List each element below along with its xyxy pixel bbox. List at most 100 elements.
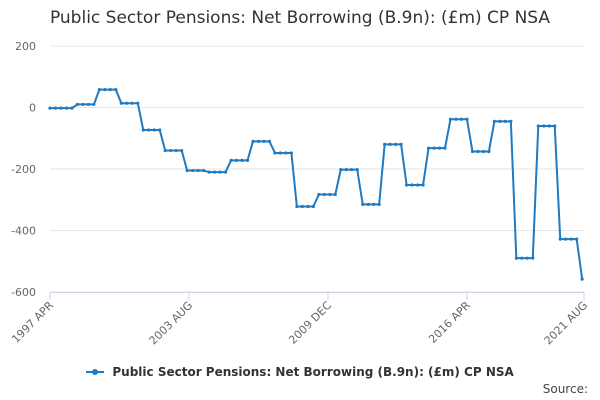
data-point[interactable]: [405, 183, 409, 187]
data-point[interactable]: [421, 183, 425, 187]
data-point[interactable]: [240, 158, 244, 162]
data-point[interactable]: [245, 158, 250, 162]
data-point[interactable]: [169, 148, 173, 153]
data-point[interactable]: [350, 168, 354, 172]
data-point[interactable]: [119, 101, 123, 105]
legend[interactable]: Public Sector Pensions: Net Borrowing (B…: [0, 365, 600, 379]
data-point[interactable]: [339, 168, 343, 172]
data-point[interactable]: [103, 88, 107, 92]
data-point[interactable]: [487, 149, 491, 154]
legend-label[interactable]: Public Sector Pensions: Net Borrowing (B…: [112, 365, 514, 379]
data-point[interactable]: [569, 237, 573, 241]
data-point[interactable]: [547, 124, 551, 128]
data-point[interactable]: [443, 146, 447, 150]
data-point[interactable]: [476, 149, 480, 154]
data-point[interactable]: [317, 192, 321, 197]
data-point[interactable]: [97, 88, 101, 92]
data-point[interactable]: [92, 102, 96, 107]
data-point[interactable]: [81, 102, 85, 107]
data-point[interactable]: [59, 106, 63, 110]
data-point[interactable]: [470, 149, 475, 154]
data-point[interactable]: [234, 158, 239, 162]
data-point[interactable]: [223, 170, 228, 174]
data-point[interactable]: [202, 168, 206, 173]
data-point[interactable]: [311, 204, 315, 209]
data-point[interactable]: [295, 204, 299, 209]
data-point[interactable]: [481, 149, 486, 154]
data-point[interactable]: [383, 142, 387, 146]
data-point[interactable]: [520, 256, 524, 260]
data-point[interactable]: [300, 204, 304, 209]
data-point[interactable]: [86, 102, 90, 107]
data-point[interactable]: [256, 139, 261, 143]
data-point[interactable]: [498, 119, 502, 123]
data-point[interactable]: [372, 202, 376, 206]
data-point[interactable]: [158, 128, 162, 132]
data-point[interactable]: [492, 119, 496, 123]
data-point[interactable]: [531, 256, 535, 260]
data-point[interactable]: [130, 101, 134, 105]
data-point[interactable]: [580, 277, 584, 281]
data-point[interactable]: [147, 128, 151, 132]
series-line-group[interactable]: [48, 88, 584, 281]
data-point[interactable]: [410, 183, 414, 187]
data-point[interactable]: [525, 256, 529, 260]
data-point[interactable]: [432, 146, 436, 150]
data-point[interactable]: [465, 117, 469, 121]
data-point[interactable]: [503, 119, 507, 123]
data-point[interactable]: [399, 142, 403, 146]
data-point[interactable]: [558, 237, 562, 241]
data-point[interactable]: [196, 168, 200, 173]
data-point[interactable]: [262, 139, 266, 143]
data-point[interactable]: [278, 151, 283, 155]
data-point[interactable]: [174, 148, 178, 153]
data-point[interactable]: [64, 106, 69, 110]
data-point[interactable]: [575, 237, 579, 241]
data-point[interactable]: [212, 170, 217, 174]
data-point[interactable]: [509, 119, 513, 123]
data-point[interactable]: [454, 117, 458, 121]
data-point[interactable]: [448, 117, 453, 121]
data-point[interactable]: [108, 88, 112, 92]
data-point[interactable]: [229, 158, 233, 162]
data-point[interactable]: [218, 170, 222, 174]
data-point[interactable]: [191, 168, 195, 173]
data-point[interactable]: [185, 168, 189, 173]
data-point[interactable]: [333, 192, 337, 197]
data-point[interactable]: [564, 237, 568, 241]
data-point[interactable]: [267, 139, 272, 143]
data-point[interactable]: [553, 124, 557, 128]
data-point[interactable]: [459, 117, 464, 121]
data-point[interactable]: [355, 168, 359, 172]
data-point[interactable]: [114, 88, 118, 92]
data-point[interactable]: [289, 151, 293, 155]
data-point[interactable]: [415, 183, 420, 187]
data-point[interactable]: [251, 139, 255, 143]
data-point[interactable]: [180, 148, 184, 153]
data-point[interactable]: [536, 124, 540, 128]
data-point[interactable]: [163, 148, 167, 153]
data-point[interactable]: [542, 124, 546, 128]
data-point[interactable]: [388, 142, 392, 146]
data-point[interactable]: [322, 192, 326, 197]
data-point[interactable]: [426, 146, 431, 150]
data-point[interactable]: [125, 101, 129, 105]
data-point[interactable]: [366, 202, 370, 206]
data-point[interactable]: [152, 128, 156, 132]
data-point[interactable]: [437, 146, 442, 150]
data-point[interactable]: [361, 202, 365, 206]
data-point[interactable]: [394, 142, 398, 146]
data-point[interactable]: [48, 106, 52, 110]
data-point[interactable]: [344, 168, 348, 172]
data-point[interactable]: [136, 101, 140, 105]
data-point[interactable]: [53, 106, 58, 110]
data-point[interactable]: [284, 151, 288, 155]
data-point[interactable]: [377, 202, 381, 206]
data-point[interactable]: [75, 102, 80, 107]
data-point[interactable]: [328, 192, 332, 197]
data-point[interactable]: [141, 128, 145, 132]
data-point[interactable]: [70, 106, 74, 110]
data-point[interactable]: [207, 170, 211, 174]
data-point[interactable]: [273, 151, 277, 155]
data-point[interactable]: [306, 204, 310, 209]
